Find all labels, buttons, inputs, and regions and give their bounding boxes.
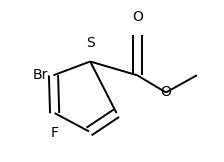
- Text: F: F: [51, 126, 59, 140]
- Text: O: O: [132, 10, 143, 24]
- Text: Br: Br: [32, 68, 48, 82]
- Text: O: O: [160, 86, 171, 99]
- Text: S: S: [86, 36, 95, 51]
